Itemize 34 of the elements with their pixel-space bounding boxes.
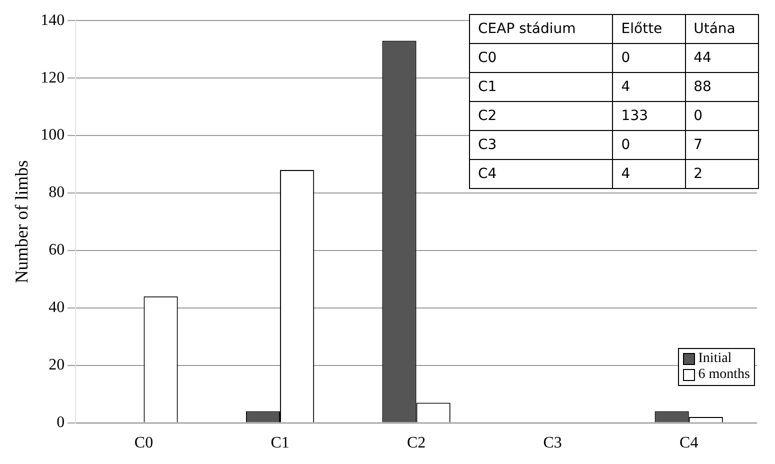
y-tick-label: 60 <box>48 242 65 259</box>
y-tick-label: 100 <box>40 126 65 144</box>
annotation: 44 <box>685 44 758 72</box>
x-tick-label: C1 <box>270 434 290 452</box>
y-tick-label: 40 <box>48 299 65 316</box>
y-tick-label: 120 <box>40 69 65 86</box>
annotation: Előtte <box>612 14 686 44</box>
annotation: CEAP stádium <box>470 14 613 44</box>
annotation: 0 <box>612 44 686 72</box>
y-tick-label: 20 <box>48 356 65 374</box>
annotation: 4 <box>612 72 686 102</box>
y-tick-label: 0 <box>56 414 65 432</box>
y-axis-title: Number of limbs <box>12 160 32 284</box>
annotation: 0 <box>612 130 686 160</box>
text: 6 months <box>698 367 750 383</box>
annotation: 7 <box>685 130 758 160</box>
legend-label: Initial <box>698 351 732 367</box>
x-tick-label: C3 <box>543 434 562 452</box>
x-tick-label: C4 <box>680 434 698 452</box>
annotation: C2 <box>470 102 613 130</box>
annotation: C0 <box>470 44 613 72</box>
annotation: C1 <box>470 72 613 102</box>
annotation: 4 <box>612 160 686 188</box>
annotation: 133 <box>612 102 686 130</box>
annotation: 0 <box>685 102 758 130</box>
y-tick-label: 80 <box>48 184 65 202</box>
annotation: C4 <box>470 160 613 188</box>
annotation: C3 <box>470 130 613 160</box>
x-tick-label: C0 <box>134 434 154 452</box>
annotation: 2 <box>685 160 758 188</box>
x-tick-label: C2 <box>406 434 426 452</box>
y-tick-label: 140 <box>40 12 65 29</box>
annotation: Utána <box>685 14 758 44</box>
annotation: 88 <box>685 72 758 102</box>
